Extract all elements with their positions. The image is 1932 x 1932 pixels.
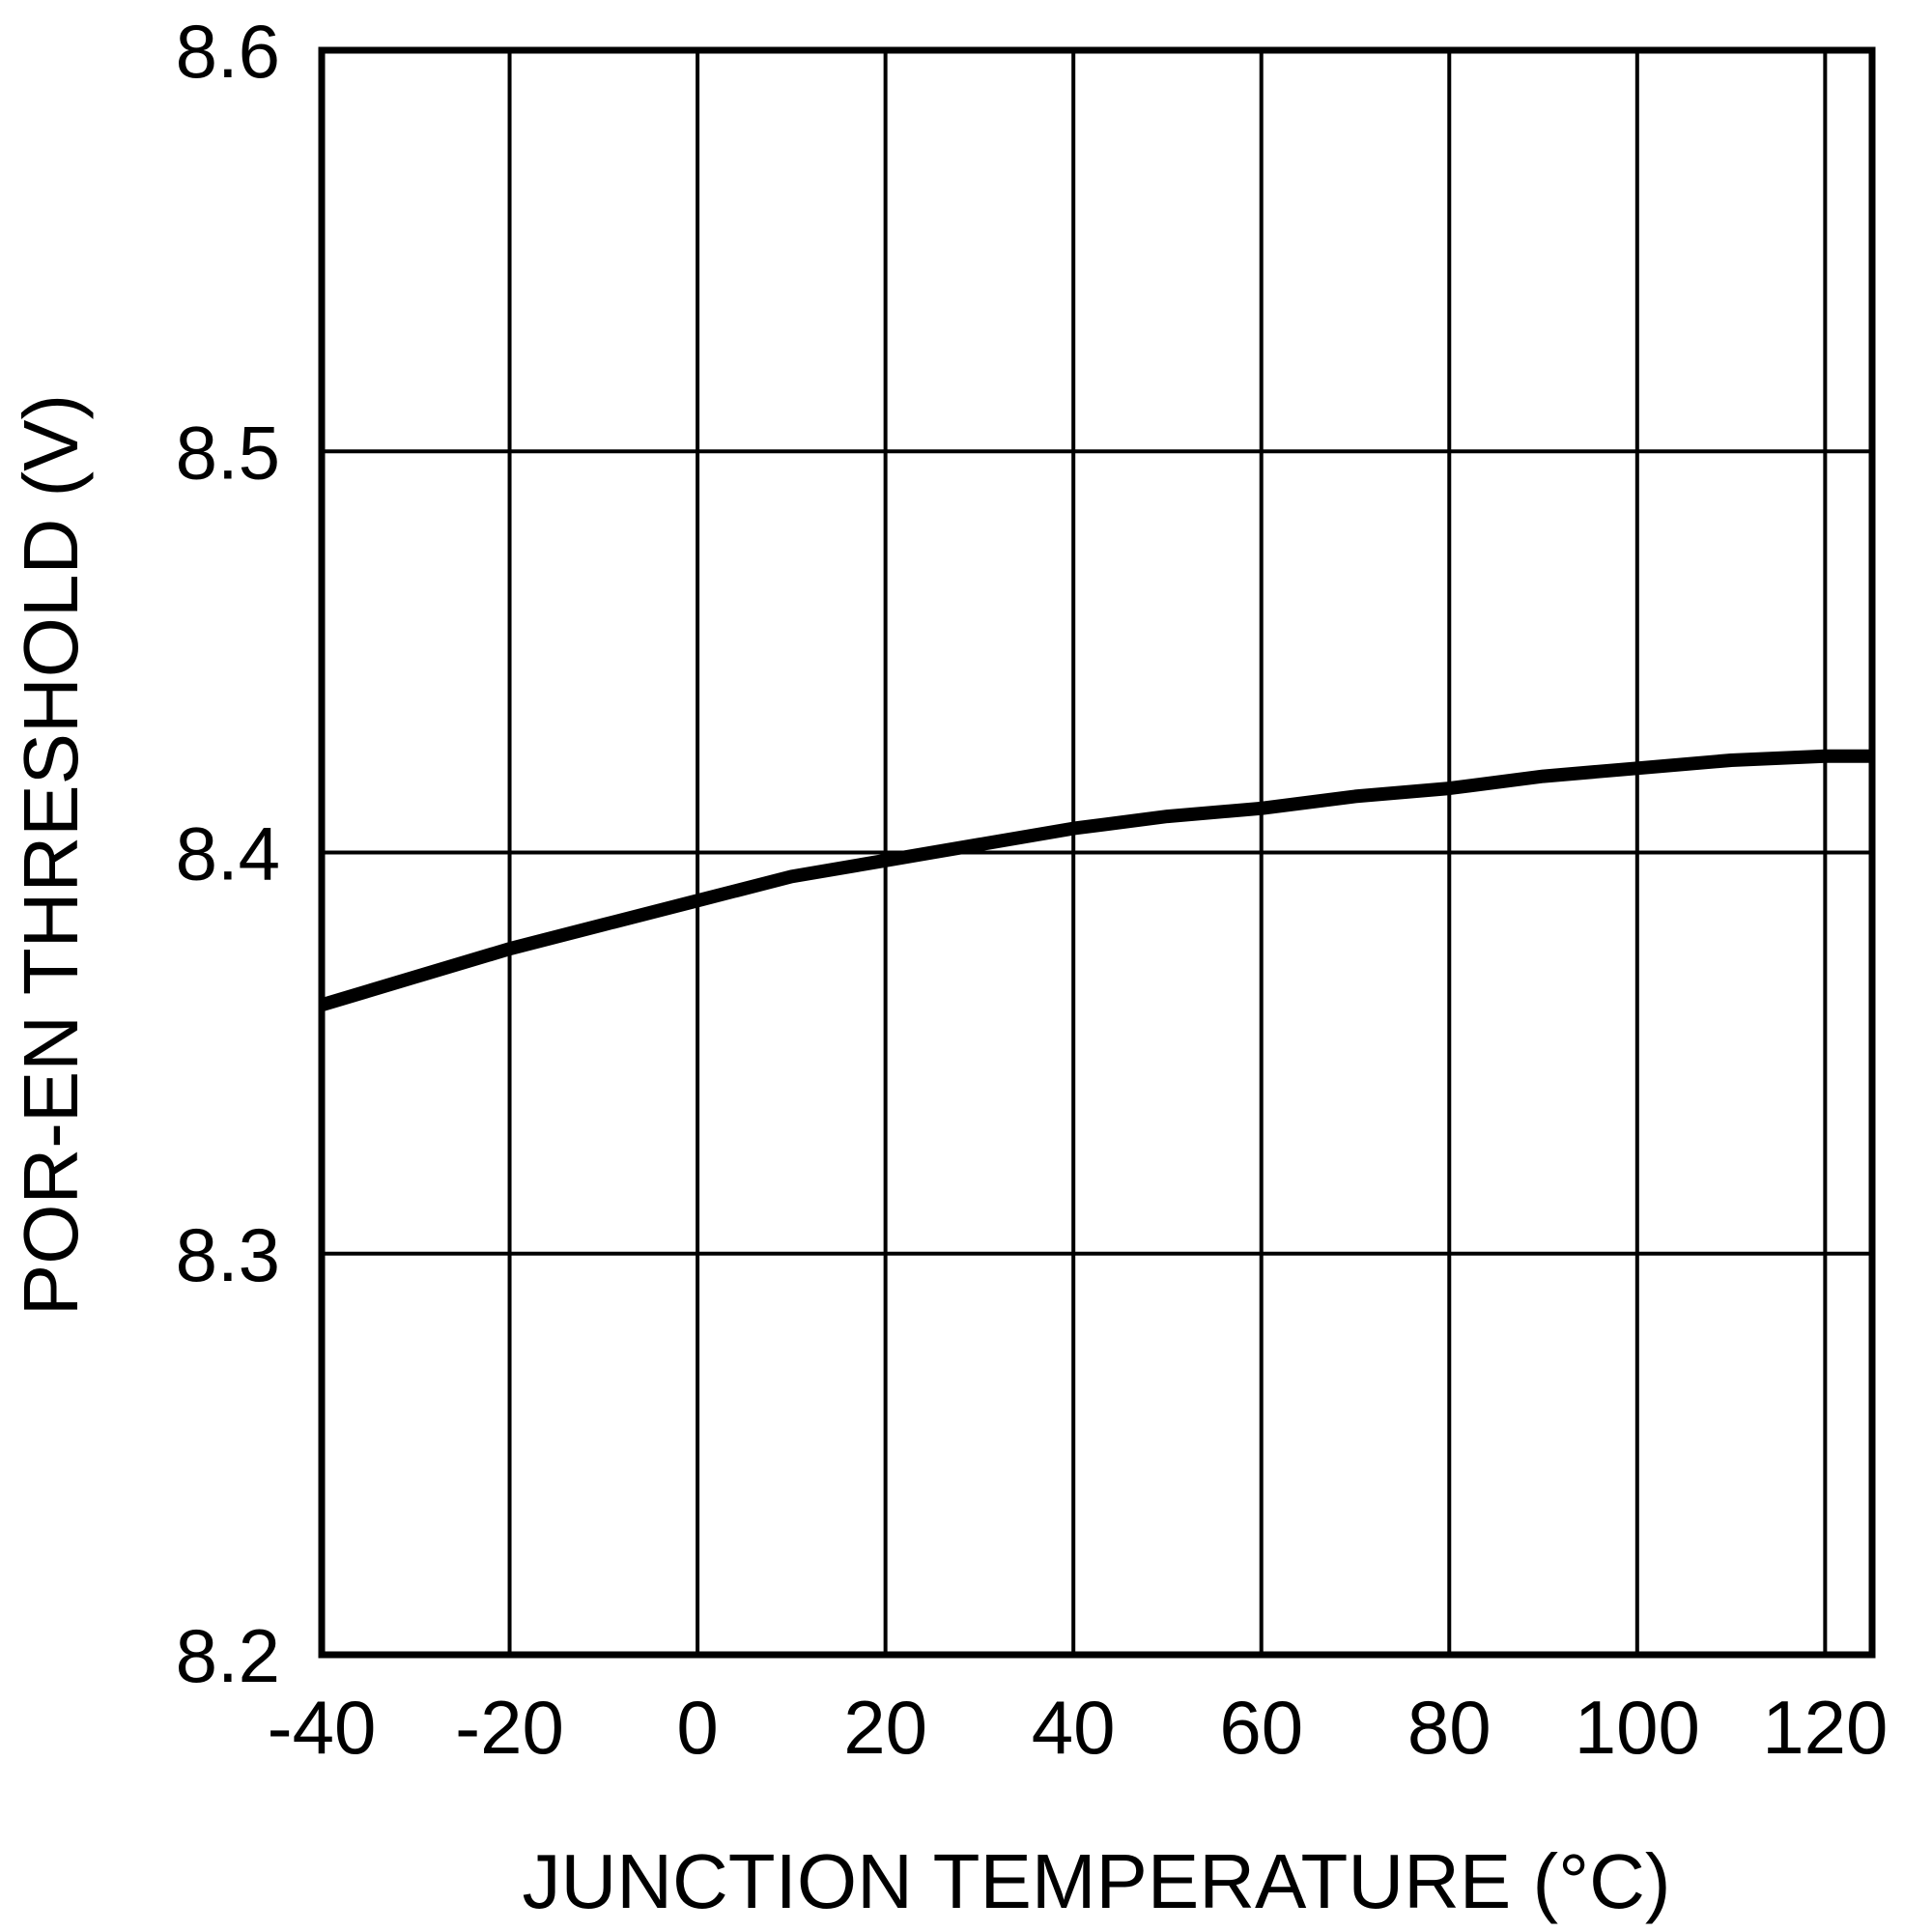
x-tick-label: 40 [1032,1685,1116,1770]
plot-frame [318,46,1876,1659]
series-layer [319,749,1872,1012]
x-tick-label: 120 [1762,1685,1888,1770]
x-tick-label: -20 [455,1685,564,1770]
x-tick-label: 100 [1575,1685,1700,1770]
x-tick-labels: -40 -20 0 20 40 60 80 100 120 [268,1685,1889,1770]
x-tick-label: -40 [268,1685,377,1770]
y-tick-labels: 8.2 8.3 8.4 8.5 8.6 [176,9,280,1698]
x-tick-label: 0 [676,1685,718,1770]
y-tick-label: 8.6 [176,9,280,94]
x-tick-label: 20 [843,1685,927,1770]
y-axis-title: POR-EN THRESHOLD (V) [8,394,94,1316]
x-tick-label: 80 [1407,1685,1492,1770]
series-line [319,749,1872,1012]
y-tick-label: 8.5 [176,410,280,495]
y-tick-label: 8.4 [176,811,280,896]
y-gridlines [322,449,1872,1256]
x-tick-label: 60 [1219,1685,1303,1770]
x-axis-title: JUNCTION TEMPERATURE (°C) [522,1838,1670,1924]
y-tick-label: 8.2 [176,1613,280,1698]
y-tick-label: 8.3 [176,1212,280,1297]
